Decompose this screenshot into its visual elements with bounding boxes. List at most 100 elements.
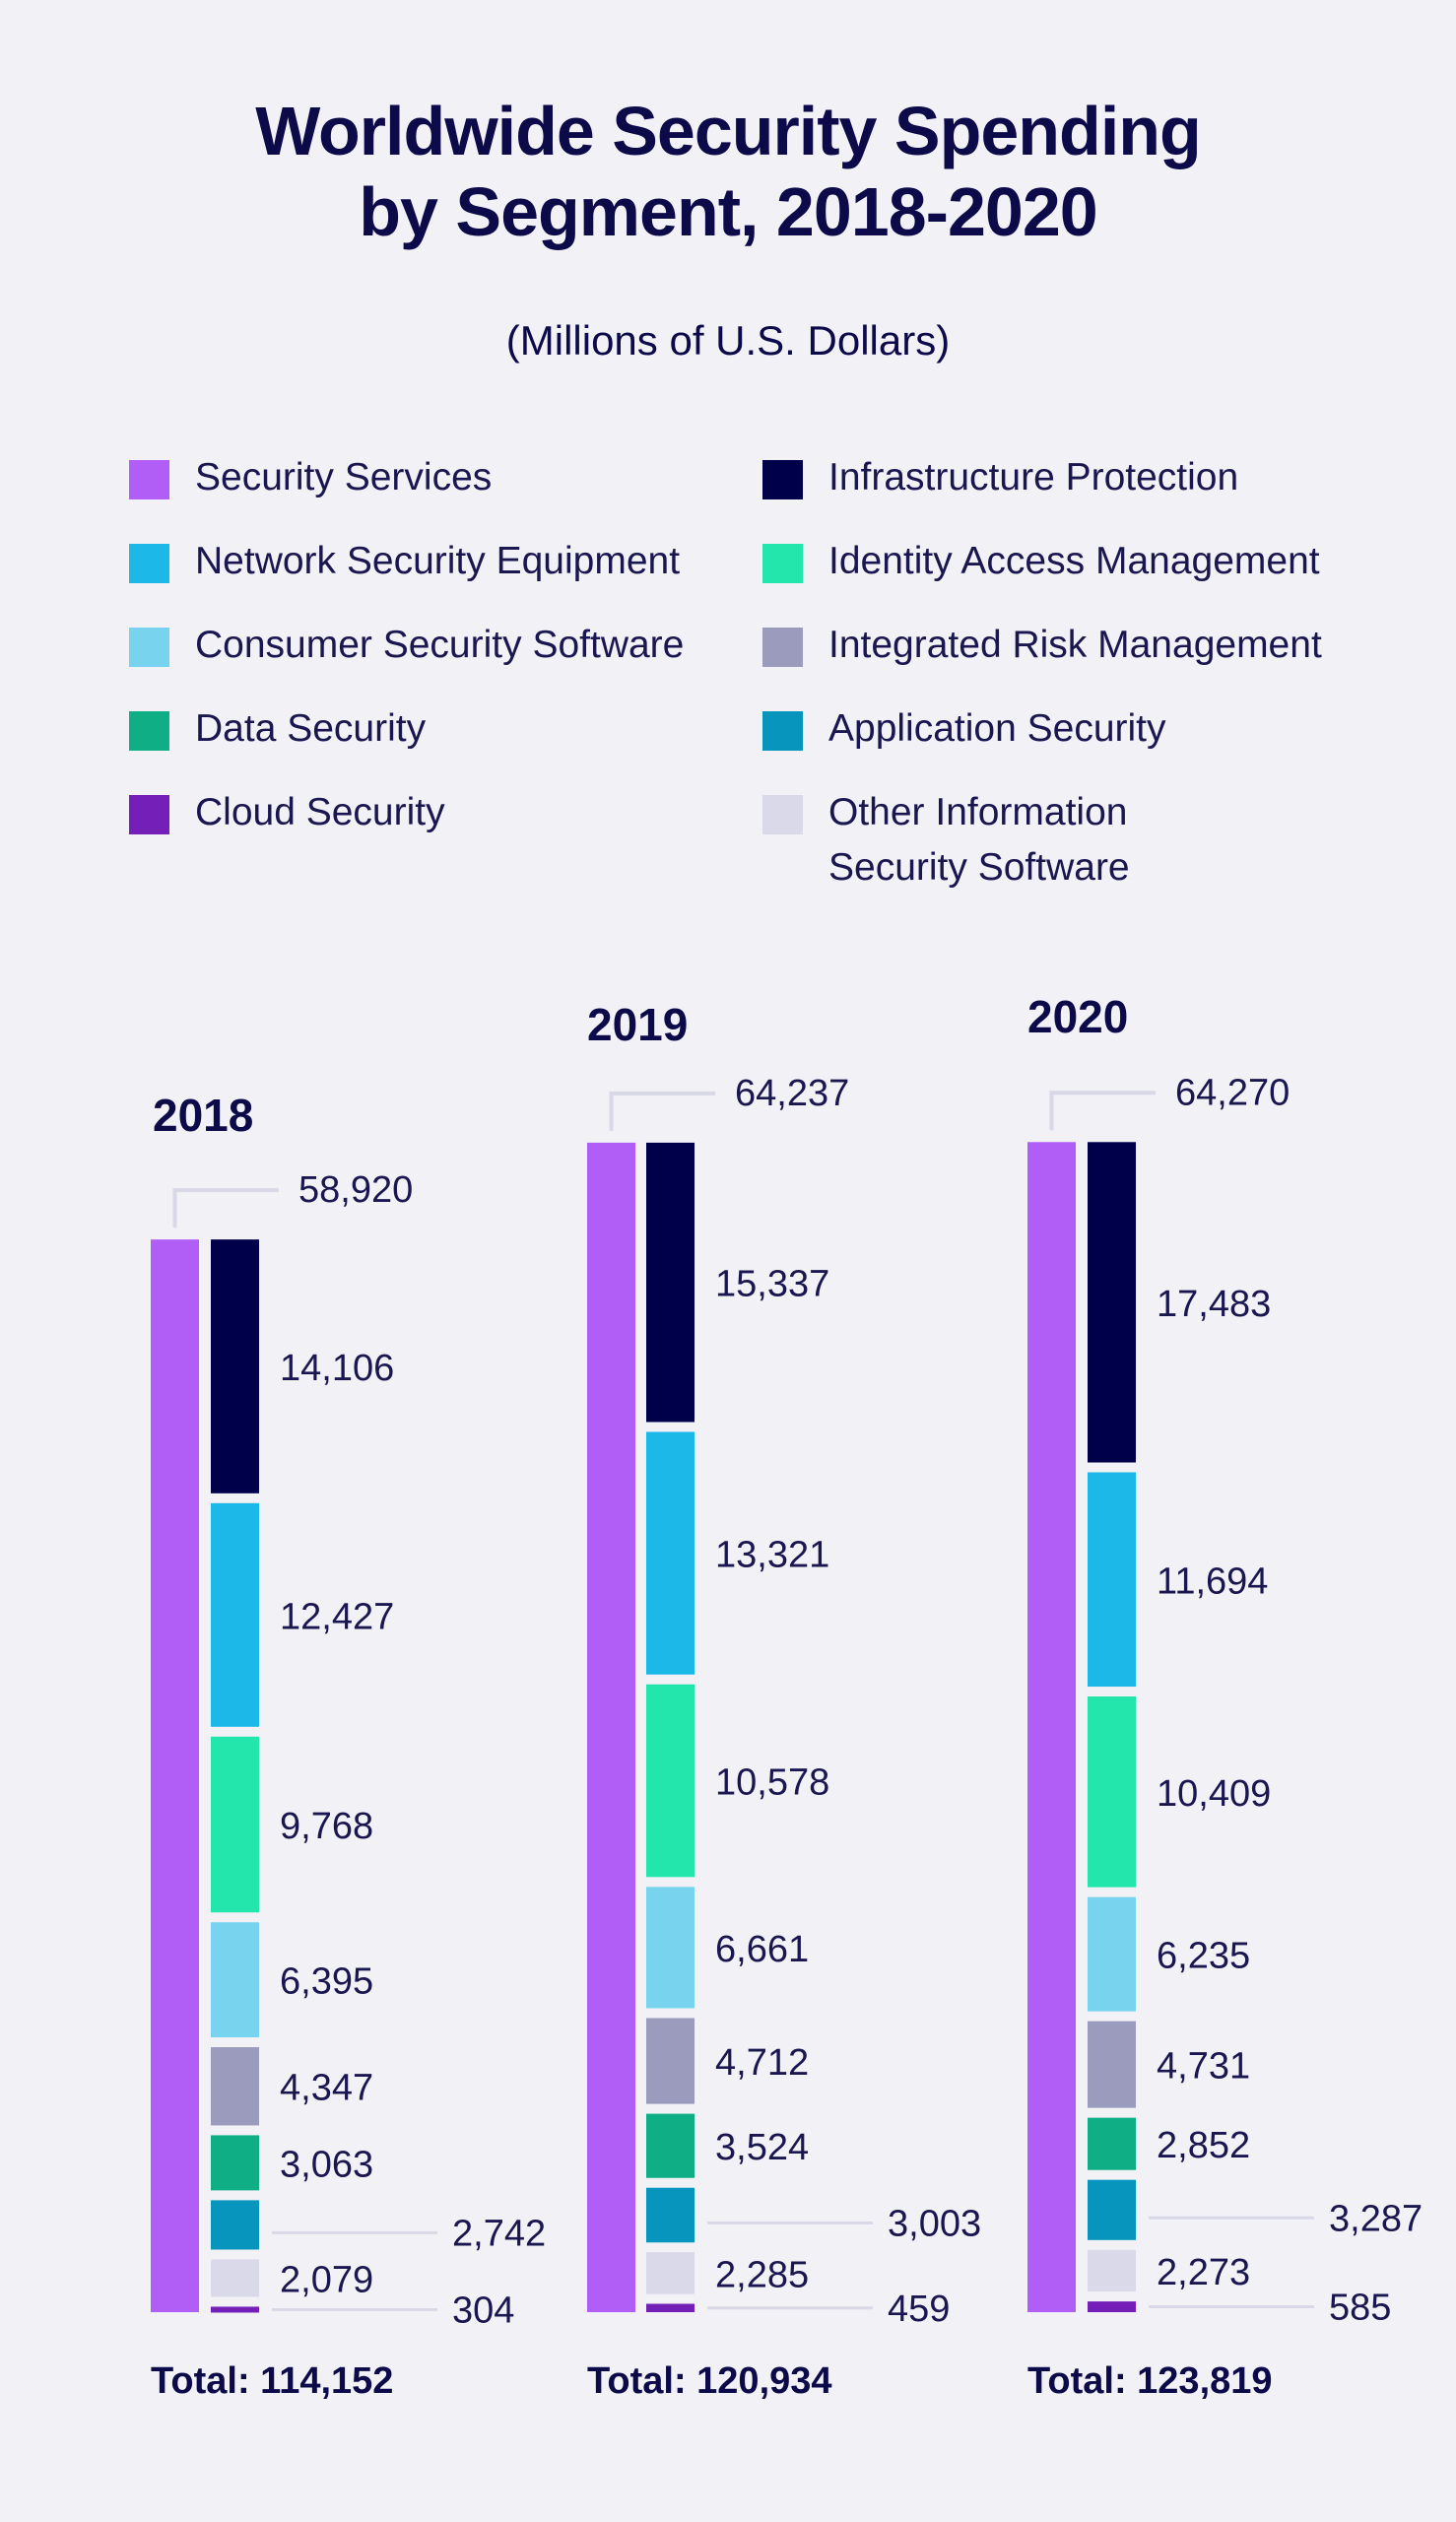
bar-segment-cloud-security-2019 xyxy=(646,2303,695,2312)
legend-swatch xyxy=(129,795,169,834)
bar-segment-network-security-equipment-2018 xyxy=(211,1502,259,1727)
legend-label: Identity Access Management xyxy=(828,540,1320,582)
bar-segment-integrated-risk-management-2020 xyxy=(1088,2021,1136,2108)
bar-security-services-2019 xyxy=(587,1142,635,2312)
value-label-identity-access-management-2019: 10,578 xyxy=(715,1762,829,1804)
bar-segment-integrated-risk-management-2018 xyxy=(211,2047,259,2126)
legend-item: Application Security xyxy=(762,707,1380,757)
value-label-integrated-risk-management-2018: 4,347 xyxy=(280,2068,373,2109)
legend-item: Consumer Security Software xyxy=(129,624,747,673)
bar-segment-consumer-security-software-2019 xyxy=(646,1887,695,2009)
value-label-cloud-security-2020: 585 xyxy=(1329,2288,1391,2329)
value-label-consumer-security-software-2019: 6,661 xyxy=(715,1929,809,1970)
legend-item: Integrated Risk Management xyxy=(762,624,1380,673)
value-label-cloud-security-2018: 304 xyxy=(452,2290,514,2331)
bar-segment-other-information-security-software-2020 xyxy=(1088,2249,1136,2292)
value-label-security-services-2019: 64,237 xyxy=(735,1073,849,1114)
legend-item: Infrastructure Protection xyxy=(762,456,1380,505)
bar-segment-other-information-security-software-2018 xyxy=(211,2259,259,2297)
bar-segment-data-security-2019 xyxy=(646,2113,695,2178)
bar-segment-data-security-2018 xyxy=(211,2135,259,2191)
bar-segment-identity-access-management-2019 xyxy=(646,1684,695,1878)
legend-swatch xyxy=(129,711,169,751)
bar-segment-network-security-equipment-2019 xyxy=(646,1431,695,1675)
value-label-other-information-security-software-2019: 2,285 xyxy=(715,2254,809,2295)
bar-segment-identity-access-management-2020 xyxy=(1088,1696,1136,1888)
value-label-integrated-risk-management-2019: 4,712 xyxy=(715,2042,809,2084)
legend-label: Security Services xyxy=(195,456,493,498)
legend-label: Infrastructure Protection xyxy=(828,456,1239,498)
value-label-identity-access-management-2018: 9,768 xyxy=(280,1806,373,1847)
total-2018: Total: 114,152 xyxy=(151,2360,394,2402)
legend-label: Application Security xyxy=(828,707,1166,750)
value-label-network-security-equipment-2020: 11,694 xyxy=(1157,1560,1268,1602)
value-label-other-information-security-software-2018: 2,079 xyxy=(280,2259,373,2300)
bar-segment-consumer-security-software-2020 xyxy=(1088,1896,1136,2012)
value-label-data-security-2019: 3,524 xyxy=(715,2127,809,2168)
bar-segment-other-information-security-software-2019 xyxy=(646,2252,695,2294)
value-label-consumer-security-software-2018: 6,395 xyxy=(280,1961,373,2003)
legend-swatch xyxy=(762,628,803,667)
legend-item: Cloud Security xyxy=(129,791,747,840)
legend-label: Data Security xyxy=(195,707,427,750)
legend-swatch xyxy=(762,544,803,583)
bar-segment-identity-access-management-2018 xyxy=(211,1736,259,1913)
value-label-infrastructure-protection-2020: 17,483 xyxy=(1157,1284,1271,1325)
bar-segment-cloud-security-2018 xyxy=(211,2306,259,2313)
legend-item: Data Security xyxy=(129,707,747,757)
value-label-integrated-risk-management-2020: 4,731 xyxy=(1157,2046,1250,2088)
value-label-security-services-2018: 58,920 xyxy=(298,1169,413,1211)
year-label-2019: 2019 xyxy=(587,999,689,1050)
legend-label: Network Security Equipment xyxy=(195,540,681,582)
value-label-data-security-2018: 3,063 xyxy=(280,2144,373,2185)
year-label-2018: 2018 xyxy=(153,1090,254,1141)
bar-security-services-2020 xyxy=(1027,1142,1076,2312)
legend-item: Network Security Equipment xyxy=(129,540,747,589)
leader-line xyxy=(609,1091,715,1131)
bar-security-services-2018 xyxy=(151,1239,199,2312)
bar-segment-cloud-security-2020 xyxy=(1088,2301,1136,2312)
bar-segment-application-security-2020 xyxy=(1088,2179,1136,2240)
bar-segment-infrastructure-protection-2018 xyxy=(211,1239,259,1493)
value-label-infrastructure-protection-2018: 14,106 xyxy=(280,1348,394,1389)
value-label-network-security-equipment-2019: 13,321 xyxy=(715,1535,829,1576)
leader-line xyxy=(172,1188,279,1228)
bar-segment-application-security-2018 xyxy=(211,2200,259,2250)
value-label-application-security-2019: 3,003 xyxy=(888,2204,981,2245)
legend-swatch xyxy=(762,795,803,834)
legend-swatch xyxy=(129,460,169,499)
value-label-application-security-2018: 2,742 xyxy=(452,2213,546,2254)
legend-item: Other Information Security Software xyxy=(762,791,1163,896)
bar-segment-infrastructure-protection-2020 xyxy=(1088,1142,1136,1463)
legend-swatch xyxy=(762,460,803,499)
legend-swatch xyxy=(129,628,169,667)
chart-title-line-2: by Segment, 2018-2020 xyxy=(359,173,1097,250)
total-2019: Total: 120,934 xyxy=(587,2360,832,2402)
value-label-security-services-2020: 64,270 xyxy=(1175,1072,1290,1113)
bar-segment-consumer-security-software-2018 xyxy=(211,1922,259,2038)
value-label-network-security-equipment-2018: 12,427 xyxy=(280,1596,394,1637)
value-label-infrastructure-protection-2019: 15,337 xyxy=(715,1264,829,1305)
legend-swatch xyxy=(129,544,169,583)
bar-segment-infrastructure-protection-2019 xyxy=(646,1142,695,1423)
year-label-2020: 2020 xyxy=(1027,991,1129,1042)
value-label-data-security-2020: 2,852 xyxy=(1157,2125,1250,2166)
chart-subtitle: (Millions of U.S. Dollars) xyxy=(505,317,951,364)
bar-segment-integrated-risk-management-2019 xyxy=(646,2018,695,2104)
value-label-other-information-security-software-2020: 2,273 xyxy=(1157,2252,1250,2293)
legend-label: Consumer Security Software xyxy=(195,624,685,666)
legend-item: Identity Access Management xyxy=(762,540,1380,589)
bar-segment-data-security-2020 xyxy=(1088,2117,1136,2170)
legend-swatch xyxy=(762,711,803,751)
legend-label: Cloud Security xyxy=(195,791,445,833)
value-label-application-security-2020: 3,287 xyxy=(1329,2198,1423,2239)
value-label-consumer-security-software-2020: 6,235 xyxy=(1157,1936,1250,1977)
legend-label: Other Information Security Software xyxy=(828,791,1130,889)
chart-title: Worldwide Security Spending by Segment, … xyxy=(0,91,1456,252)
bar-segment-network-security-equipment-2020 xyxy=(1088,1472,1136,1688)
total-2020: Total: 123,819 xyxy=(1027,2360,1273,2402)
legend-label: Integrated Risk Management xyxy=(828,624,1322,666)
value-label-identity-access-management-2020: 10,409 xyxy=(1157,1773,1271,1815)
legend-item: Security Services xyxy=(129,456,747,505)
